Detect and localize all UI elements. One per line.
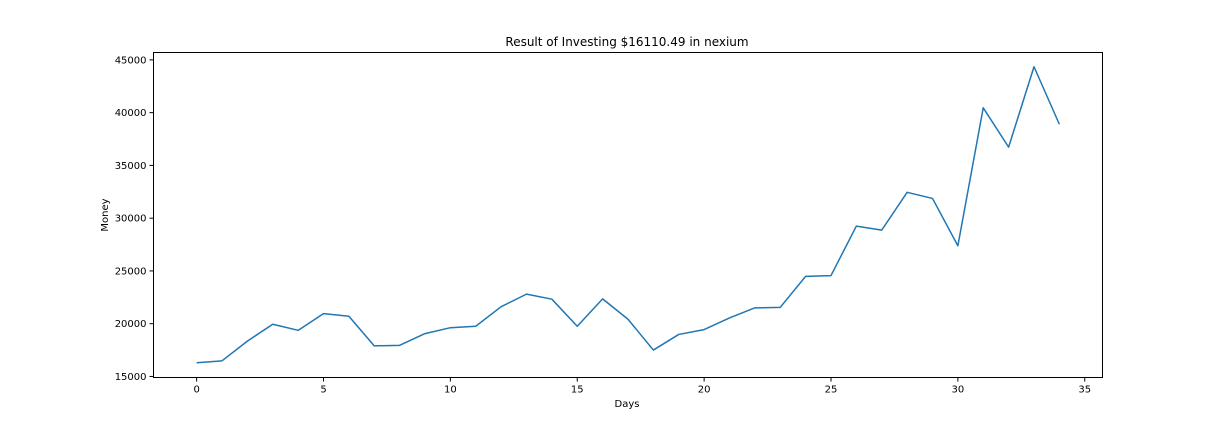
y-tick-label: 40000 <box>115 108 147 119</box>
series-line <box>196 66 1061 364</box>
y-tick-label: 45000 <box>115 55 147 66</box>
x-tick-label: 35 <box>1078 385 1091 396</box>
plot-frame <box>153 52 1103 378</box>
x-tick-label: 10 <box>444 385 457 396</box>
x-tick-label: 5 <box>320 385 326 396</box>
x-axis: 0 5 10 15 20 25 30 35 <box>193 377 1091 396</box>
chart-title: Result of Investing $16110.49 in nexium <box>505 35 748 49</box>
x-tick-label: 20 <box>698 385 711 396</box>
series-layer <box>196 66 1061 364</box>
y-axis: 15000 20000 25000 30000 35000 40000 45000 <box>115 55 154 383</box>
y-tick-label: 25000 <box>115 266 147 277</box>
x-tick-label: 30 <box>951 385 964 396</box>
x-axis-label: Days <box>615 399 640 410</box>
y-tick-label: 30000 <box>115 214 147 225</box>
y-tick-label: 35000 <box>115 161 147 172</box>
x-tick-label: 0 <box>193 385 199 396</box>
y-tick-label: 15000 <box>115 372 147 383</box>
y-axis-label: Money <box>100 198 111 231</box>
x-tick-label: 15 <box>571 385 584 396</box>
y-tick-label: 20000 <box>115 319 147 330</box>
x-tick-label: 25 <box>825 385 838 396</box>
plot-area <box>153 52 1103 378</box>
